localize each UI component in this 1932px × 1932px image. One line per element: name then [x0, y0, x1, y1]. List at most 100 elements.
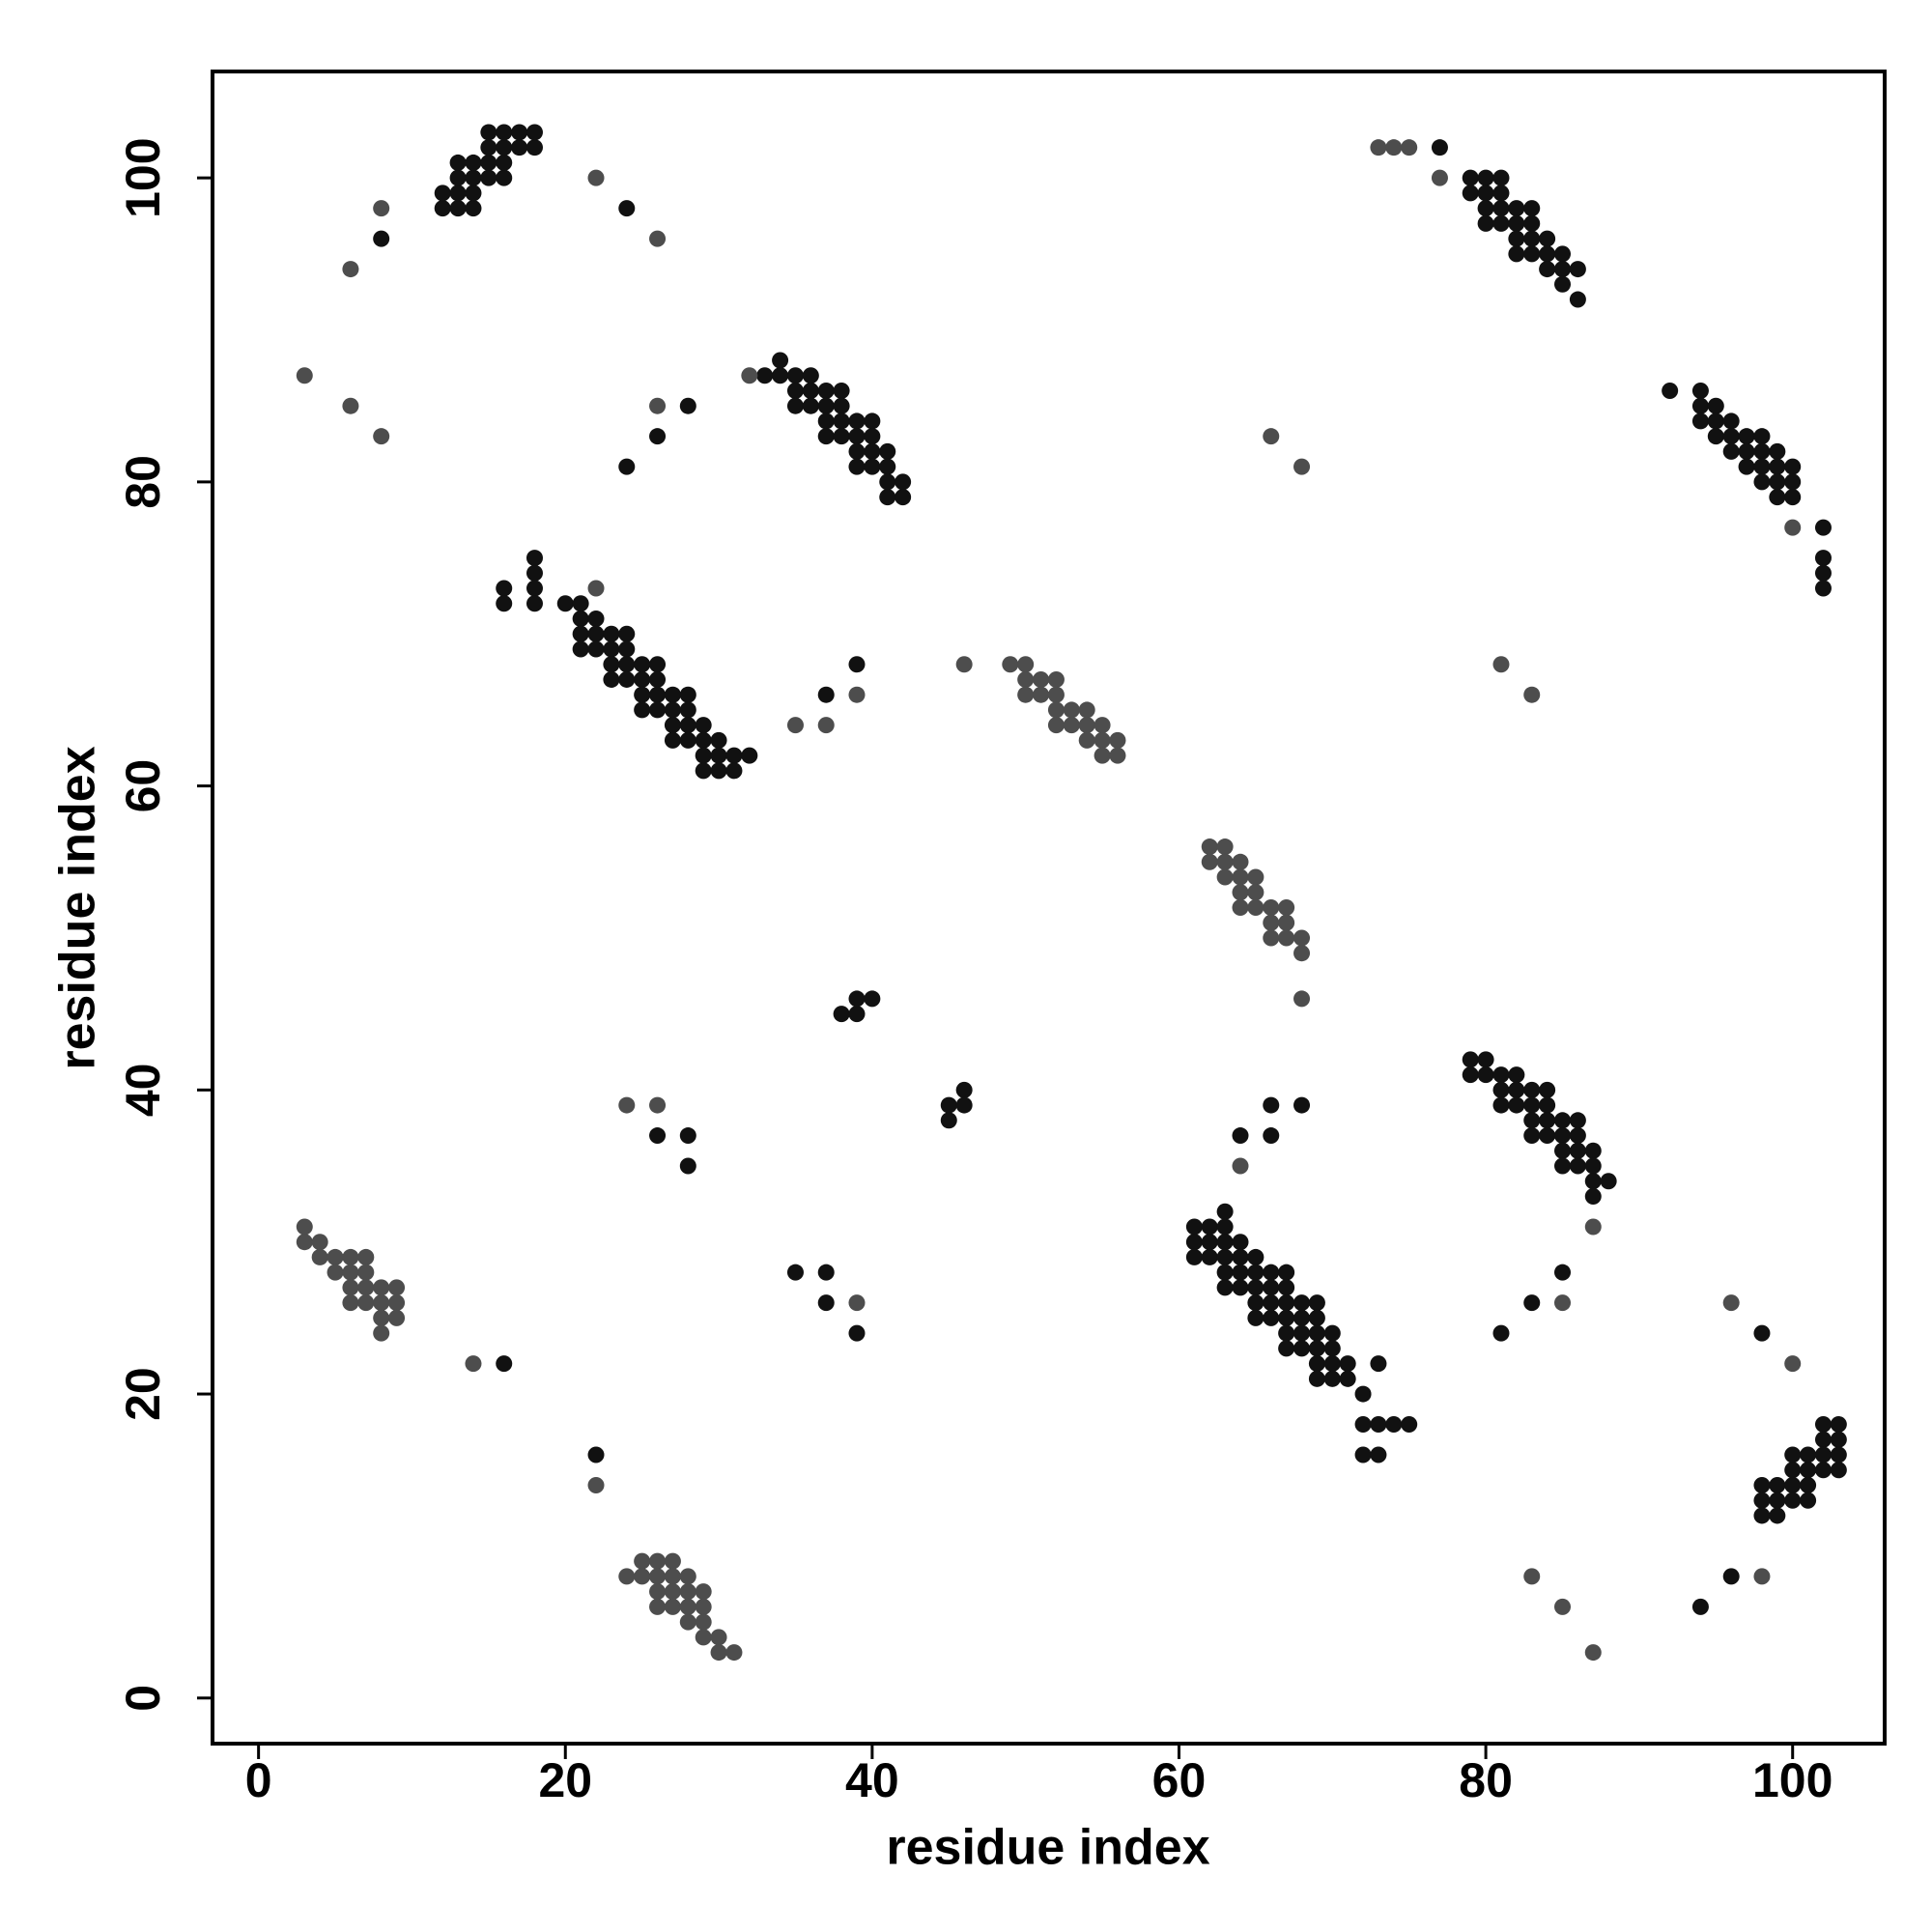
point [587, 640, 605, 658]
point [695, 1613, 712, 1631]
point [296, 1218, 313, 1236]
point [848, 686, 866, 703]
point [864, 442, 881, 460]
point [817, 686, 835, 703]
point [618, 200, 636, 217]
point [1201, 1248, 1218, 1265]
point [311, 1234, 328, 1251]
point [449, 185, 467, 202]
point [1216, 868, 1234, 886]
point [1738, 442, 1755, 460]
point [1462, 169, 1479, 186]
point [1800, 1446, 1817, 1463]
point [572, 611, 589, 628]
point [1554, 261, 1572, 278]
point [1492, 214, 1510, 232]
point [955, 1081, 973, 1098]
point [526, 124, 543, 141]
point [1308, 1370, 1325, 1387]
point [1339, 1370, 1356, 1387]
point [526, 139, 543, 156]
point [1784, 1476, 1802, 1493]
point [1216, 1264, 1234, 1281]
point [480, 139, 497, 156]
point [1569, 291, 1586, 308]
point [1492, 1096, 1510, 1114]
point [848, 656, 866, 673]
point [1830, 1416, 1847, 1434]
point [618, 670, 636, 688]
point [895, 489, 912, 506]
point [1753, 1476, 1771, 1493]
point [1508, 1096, 1525, 1114]
point [1554, 275, 1572, 293]
point [1354, 1446, 1372, 1463]
point [1232, 868, 1249, 886]
point [1784, 1446, 1802, 1463]
point [1523, 686, 1541, 703]
point [342, 1279, 359, 1296]
point [802, 367, 819, 384]
point [1753, 1568, 1771, 1585]
point [756, 367, 774, 384]
point [1492, 1066, 1510, 1084]
point [1784, 473, 1802, 491]
point [634, 1568, 651, 1585]
point [1370, 1355, 1387, 1373]
point [649, 428, 667, 445]
point [1278, 914, 1295, 931]
point [1293, 945, 1311, 962]
point [1263, 929, 1280, 947]
x-axis-title: residue index [886, 1820, 1209, 1876]
point [664, 731, 681, 749]
point [1523, 1112, 1541, 1129]
point [1753, 428, 1771, 445]
point [1401, 1416, 1418, 1434]
point [465, 185, 482, 202]
point [1523, 214, 1541, 232]
point [940, 1112, 957, 1129]
point [679, 1598, 696, 1615]
point [679, 1127, 696, 1145]
point [1278, 1340, 1295, 1357]
point [1508, 1081, 1525, 1098]
point [1247, 899, 1264, 916]
point [465, 154, 482, 171]
point [879, 473, 896, 491]
y-tick-label: 40 [116, 1064, 170, 1118]
point [679, 686, 696, 703]
point [649, 686, 667, 703]
point [1800, 1476, 1817, 1493]
point [1584, 1187, 1602, 1205]
point [1492, 1324, 1510, 1342]
y-tick-label: 100 [116, 137, 170, 217]
point [1769, 1476, 1786, 1493]
point [1554, 1112, 1572, 1129]
point [1263, 1294, 1280, 1312]
point [1769, 458, 1786, 475]
y-tick-label: 0 [116, 1685, 170, 1712]
point [1722, 1568, 1740, 1585]
point [1247, 1294, 1264, 1312]
point [1691, 382, 1709, 399]
point [556, 595, 574, 612]
point [1707, 397, 1724, 414]
point [1263, 1309, 1280, 1326]
point [1431, 139, 1448, 156]
point [1385, 139, 1403, 156]
point [833, 382, 850, 399]
point [710, 762, 727, 780]
point [587, 580, 605, 597]
point [1539, 1112, 1556, 1129]
point [695, 747, 712, 764]
point [1232, 1264, 1249, 1281]
point [695, 1583, 712, 1601]
point [695, 762, 712, 780]
point [817, 397, 835, 414]
point [634, 686, 651, 703]
point [725, 1644, 743, 1662]
point [587, 625, 605, 642]
point [649, 1127, 667, 1145]
point [1569, 1112, 1586, 1129]
